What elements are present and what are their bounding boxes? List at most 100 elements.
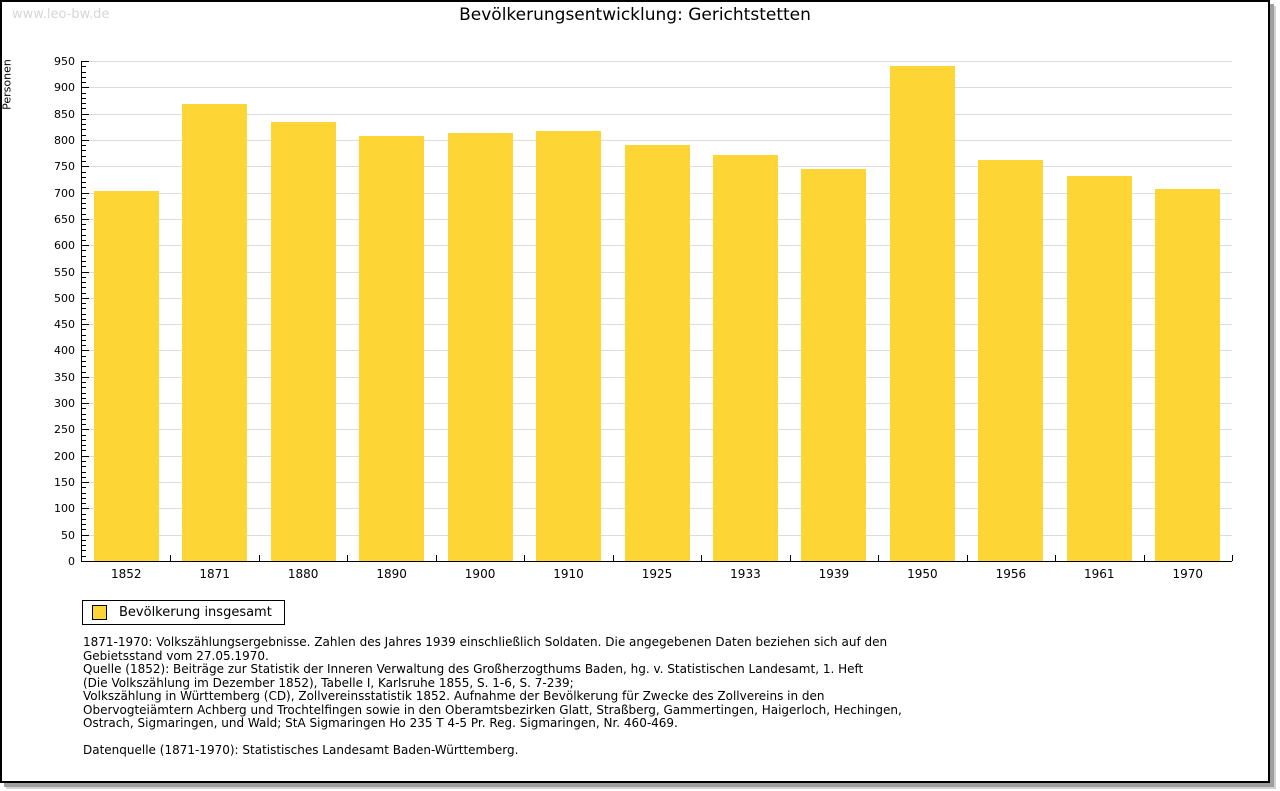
x-tick-label: 1852: [110, 567, 142, 581]
y-minor-tick: [82, 76, 86, 78]
y-minor-tick: [82, 366, 86, 368]
y-minor-tick: [82, 418, 86, 420]
y-minor-tick: [82, 539, 86, 541]
x-boundary-tick: [347, 555, 349, 561]
y-minor-tick: [82, 555, 86, 557]
x-boundary-tick: [878, 555, 880, 561]
y-tick-label: 800: [54, 133, 75, 147]
footnote-datasource: Datenquelle (1871-1970): Statistisches L…: [83, 743, 519, 757]
y-major-tick: [82, 376, 89, 378]
x-boundary-tick: [789, 555, 791, 561]
bar-1939: [801, 168, 867, 561]
y-major-tick: [82, 429, 89, 431]
x-boundary-tick: [1143, 555, 1145, 561]
y-minor-tick: [82, 255, 86, 257]
legend-swatch: [92, 605, 107, 620]
y-minor-tick: [82, 208, 86, 210]
y-tick-label: 950: [54, 55, 75, 68]
y-major-tick: [82, 166, 89, 168]
gridline: [82, 87, 1232, 89]
y-minor-tick: [82, 213, 86, 215]
x-tick-label: 1925: [641, 567, 673, 581]
y-minor-tick: [82, 171, 86, 173]
y-minor-tick: [82, 492, 86, 494]
y-minor-tick: [82, 355, 86, 357]
y-minor-tick: [82, 476, 86, 478]
y-major-tick: [82, 245, 89, 247]
y-minor-tick: [82, 318, 86, 320]
legend-label: Bevölkerung insgesamt: [119, 605, 272, 620]
y-minor-tick: [82, 313, 86, 315]
y-minor-tick: [82, 97, 86, 99]
y-minor-tick: [82, 439, 86, 441]
footnote-line: Obervogteiämtern Achberg und Trochtelfin…: [83, 702, 902, 717]
y-tick-label: 350: [54, 370, 75, 384]
x-tick-label: 1961: [1084, 567, 1115, 581]
y-tick-label: 750: [54, 160, 75, 174]
bar-1925: [624, 145, 690, 561]
y-minor-tick: [82, 197, 86, 199]
y-minor-tick: [82, 450, 86, 452]
y-minor-tick: [82, 155, 86, 157]
x-boundary-tick: [524, 555, 526, 561]
y-minor-tick: [82, 203, 86, 205]
y-tick-label: 150: [54, 476, 75, 490]
y-minor-tick: [82, 234, 86, 236]
y-minor-tick: [82, 329, 86, 331]
footnotes: 1871-1970: Volkszählungsergebnisse. Zahl…: [83, 635, 1203, 758]
y-major-tick: [82, 482, 89, 484]
y-minor-tick: [82, 303, 86, 305]
y-minor-tick: [82, 129, 86, 131]
y-minor-tick: [82, 287, 86, 289]
y-minor-tick: [82, 124, 86, 126]
y-minor-tick: [82, 282, 86, 284]
y-minor-tick: [82, 487, 86, 489]
footnote-source-lines: 1871-1970: Volkszählungsergebnisse. Zahl…: [83, 635, 1203, 731]
y-major-tick: [82, 534, 89, 536]
bar-1900: [447, 133, 513, 561]
y-minor-tick: [82, 229, 86, 231]
y-tick-label: 700: [54, 186, 75, 200]
y-minor-tick: [82, 134, 86, 136]
y-major-tick: [82, 87, 89, 89]
y-minor-tick: [82, 524, 86, 526]
y-minor-tick: [82, 292, 86, 294]
y-major-tick: [82, 403, 89, 405]
y-tick-label: 600: [54, 239, 75, 253]
y-minor-tick: [82, 371, 86, 373]
y-minor-tick: [82, 266, 86, 268]
gridline: [82, 61, 1232, 62]
x-boundary-tick: [435, 555, 437, 561]
y-minor-tick: [82, 187, 86, 189]
legend: Bevölkerung insgesamt: [82, 600, 285, 625]
y-minor-tick: [82, 66, 86, 68]
y-major-tick: [82, 113, 89, 115]
y-minor-tick: [82, 503, 86, 505]
y-minor-tick: [82, 182, 86, 184]
y-minor-tick: [82, 513, 86, 515]
x-tick-label: 1910: [553, 567, 584, 581]
y-tick-label: 100: [54, 502, 75, 516]
y-major-tick: [82, 455, 89, 457]
y-tick-label: 200: [54, 449, 75, 463]
y-minor-tick: [82, 397, 86, 399]
y-tick-label: 450: [54, 318, 75, 332]
y-minor-tick: [82, 334, 86, 336]
y-minor-tick: [82, 276, 86, 278]
y-major-tick: [82, 508, 89, 510]
footnote-line: Gebietsstand vom 27.05.1970.: [83, 648, 269, 663]
y-tick-label: 900: [54, 81, 75, 95]
bar-1880: [270, 121, 336, 561]
y-minor-tick: [82, 497, 86, 499]
y-minor-tick: [82, 518, 86, 520]
x-boundary-tick: [1055, 555, 1057, 561]
y-major-tick: [82, 139, 89, 141]
y-minor-tick: [82, 382, 86, 384]
y-tick-label: 250: [54, 423, 75, 437]
x-tick-label: 1939: [818, 567, 850, 581]
y-minor-tick: [82, 92, 86, 94]
bar-1890: [359, 136, 425, 561]
x-tick-label: 1950: [907, 567, 938, 581]
y-minor-tick: [82, 71, 86, 73]
y-minor-tick: [82, 466, 86, 468]
